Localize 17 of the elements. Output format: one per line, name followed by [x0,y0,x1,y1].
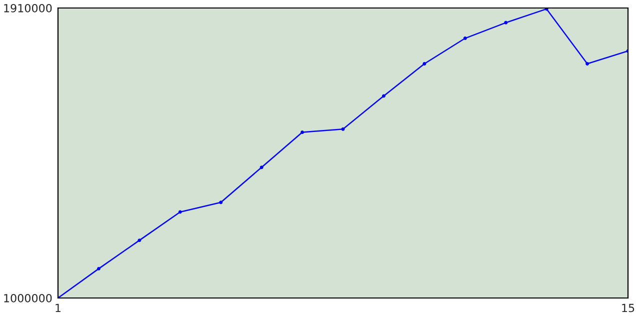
point [178,210,182,214]
point [219,200,223,204]
y-tick-label: 1000000 [4,294,52,302]
point [463,36,467,40]
point [422,62,426,66]
point [300,130,304,134]
point [504,20,508,24]
x-tick-label: 15 [622,304,634,312]
point [96,266,100,270]
point [260,166,264,170]
line-series [58,8,628,298]
y-tick-label: 1910000 [4,4,52,12]
point [341,127,345,131]
point [586,62,590,66]
point [382,94,386,98]
point [138,238,142,242]
x-tick-label: 1 [56,304,61,312]
